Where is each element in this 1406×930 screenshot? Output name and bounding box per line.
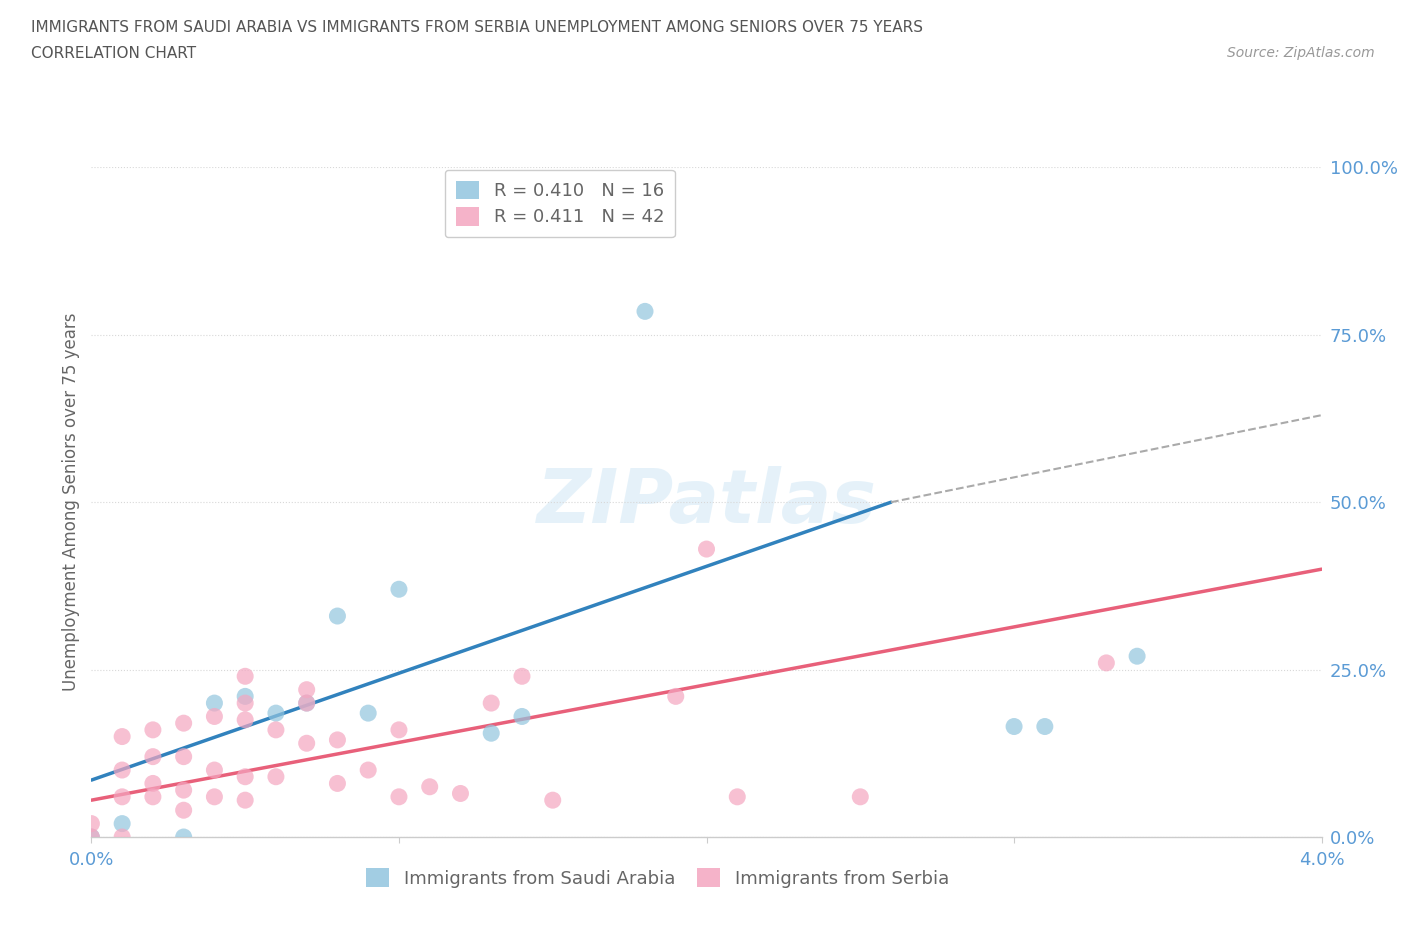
Point	[388, 723, 411, 737]
Point	[173, 783, 195, 798]
Point	[357, 763, 380, 777]
Point	[80, 830, 103, 844]
Point	[326, 608, 349, 623]
Legend: Immigrants from Saudi Arabia, Immigrants from Serbia: Immigrants from Saudi Arabia, Immigrants…	[359, 861, 956, 895]
Point	[80, 817, 103, 831]
Point	[1033, 719, 1056, 734]
Point	[388, 790, 411, 804]
Point	[665, 689, 688, 704]
Point	[419, 779, 441, 794]
Point	[173, 803, 195, 817]
Point	[264, 706, 287, 721]
Point	[202, 709, 225, 724]
Point	[264, 723, 287, 737]
Point	[202, 790, 225, 804]
Point	[1095, 656, 1118, 671]
Point	[1126, 649, 1149, 664]
Point	[479, 696, 502, 711]
Point	[142, 750, 165, 764]
Point	[233, 792, 256, 807]
Point	[295, 683, 318, 698]
Text: IMMIGRANTS FROM SAUDI ARABIA VS IMMIGRANTS FROM SERBIA UNEMPLOYMENT AMONG SENIOR: IMMIGRANTS FROM SAUDI ARABIA VS IMMIGRAN…	[31, 20, 922, 35]
Point	[173, 830, 195, 844]
Point	[1002, 719, 1025, 734]
Point	[541, 792, 564, 807]
Point	[142, 776, 165, 790]
Point	[725, 790, 748, 804]
Point	[111, 790, 134, 804]
Point	[142, 723, 165, 737]
Point	[295, 696, 318, 711]
Point	[233, 669, 256, 684]
Point	[173, 716, 195, 731]
Text: ZIPatlas: ZIPatlas	[537, 466, 876, 538]
Point	[295, 696, 318, 711]
Point	[111, 763, 134, 777]
Point	[295, 736, 318, 751]
Point	[849, 790, 872, 804]
Point	[233, 689, 256, 704]
Point	[202, 696, 225, 711]
Point	[173, 750, 195, 764]
Y-axis label: Unemployment Among Seniors over 75 years: Unemployment Among Seniors over 75 years	[62, 313, 80, 691]
Point	[233, 696, 256, 711]
Text: CORRELATION CHART: CORRELATION CHART	[31, 46, 195, 61]
Point	[80, 830, 103, 844]
Text: Source: ZipAtlas.com: Source: ZipAtlas.com	[1227, 46, 1375, 60]
Point	[326, 733, 349, 748]
Point	[326, 776, 349, 790]
Point	[233, 712, 256, 727]
Point	[202, 763, 225, 777]
Point	[111, 817, 134, 831]
Point	[142, 790, 165, 804]
Point	[111, 830, 134, 844]
Point	[449, 786, 471, 801]
Point	[479, 725, 502, 740]
Point	[695, 541, 717, 556]
Point	[233, 769, 256, 784]
Point	[111, 729, 134, 744]
Point	[510, 709, 533, 724]
Point	[357, 706, 380, 721]
Point	[388, 582, 411, 597]
Point	[634, 304, 657, 319]
Point	[510, 669, 533, 684]
Point	[264, 769, 287, 784]
